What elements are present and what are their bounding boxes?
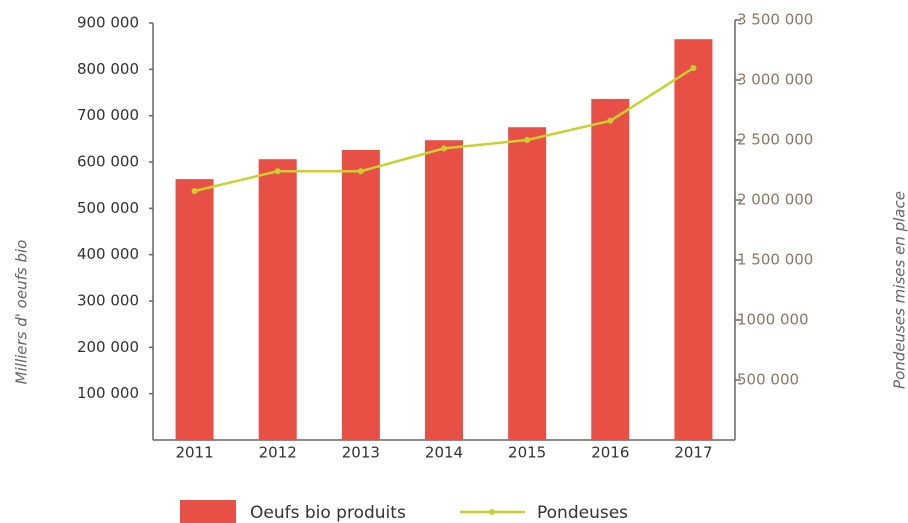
y2-tick-label: 1 500 000: [737, 251, 813, 269]
y2-tick-label: 2 500 000: [737, 131, 813, 149]
line-point: [524, 137, 531, 143]
y2-tick-label: 500 000: [737, 371, 799, 389]
y2-tick-label: 3 500 000: [737, 11, 813, 29]
legend-swatch: [489, 509, 495, 515]
bar: [591, 98, 630, 440]
x-tick-label: 2012: [259, 444, 297, 462]
line-point: [191, 188, 198, 194]
line-point: [690, 65, 697, 71]
y2-tick-label: 1000 000: [737, 311, 809, 329]
bar: [425, 140, 463, 440]
line-point: [274, 168, 281, 175]
y-tick-label: 400 000: [77, 245, 139, 263]
bar: [508, 127, 547, 440]
bar: [341, 149, 380, 440]
x-tick-label: 2013: [342, 444, 380, 462]
x-tick-label: 2014: [425, 444, 463, 462]
line-point: [441, 145, 447, 152]
x-tick-label: 2015: [508, 444, 546, 462]
y2-tick-label: 2 000 000: [737, 191, 813, 209]
x-tick-label: 2016: [591, 444, 629, 462]
y2-tick-label: 3 000 000: [737, 71, 813, 89]
line-point: [607, 117, 614, 124]
y-axis-title: Milliers d' oeufs bio: [13, 240, 31, 385]
y-tick-label: 300 000: [77, 292, 139, 310]
line-point: [357, 168, 364, 175]
legend-label: Oeufs bio produits: [250, 503, 406, 523]
y-tick-label: 500 000: [77, 199, 139, 217]
y-tick-label: 800 000: [77, 60, 139, 78]
bar: [674, 39, 713, 440]
y-tick-label: 100 000: [77, 384, 139, 402]
y-tick-label: 900 000: [77, 14, 139, 32]
x-tick-label: 2011: [175, 444, 213, 462]
y2-axis-title: Pondeuses mises en place: [891, 191, 908, 389]
y-tick-label: 600 000: [77, 153, 139, 171]
bar: [258, 159, 297, 440]
legend-swatch: [180, 500, 236, 523]
y-tick-label: 200 000: [77, 338, 139, 356]
x-tick-label: 2017: [674, 444, 712, 462]
legend-label: Pondeuses: [537, 503, 628, 523]
y-tick-label: 700 000: [77, 106, 139, 124]
bar: [175, 179, 214, 441]
